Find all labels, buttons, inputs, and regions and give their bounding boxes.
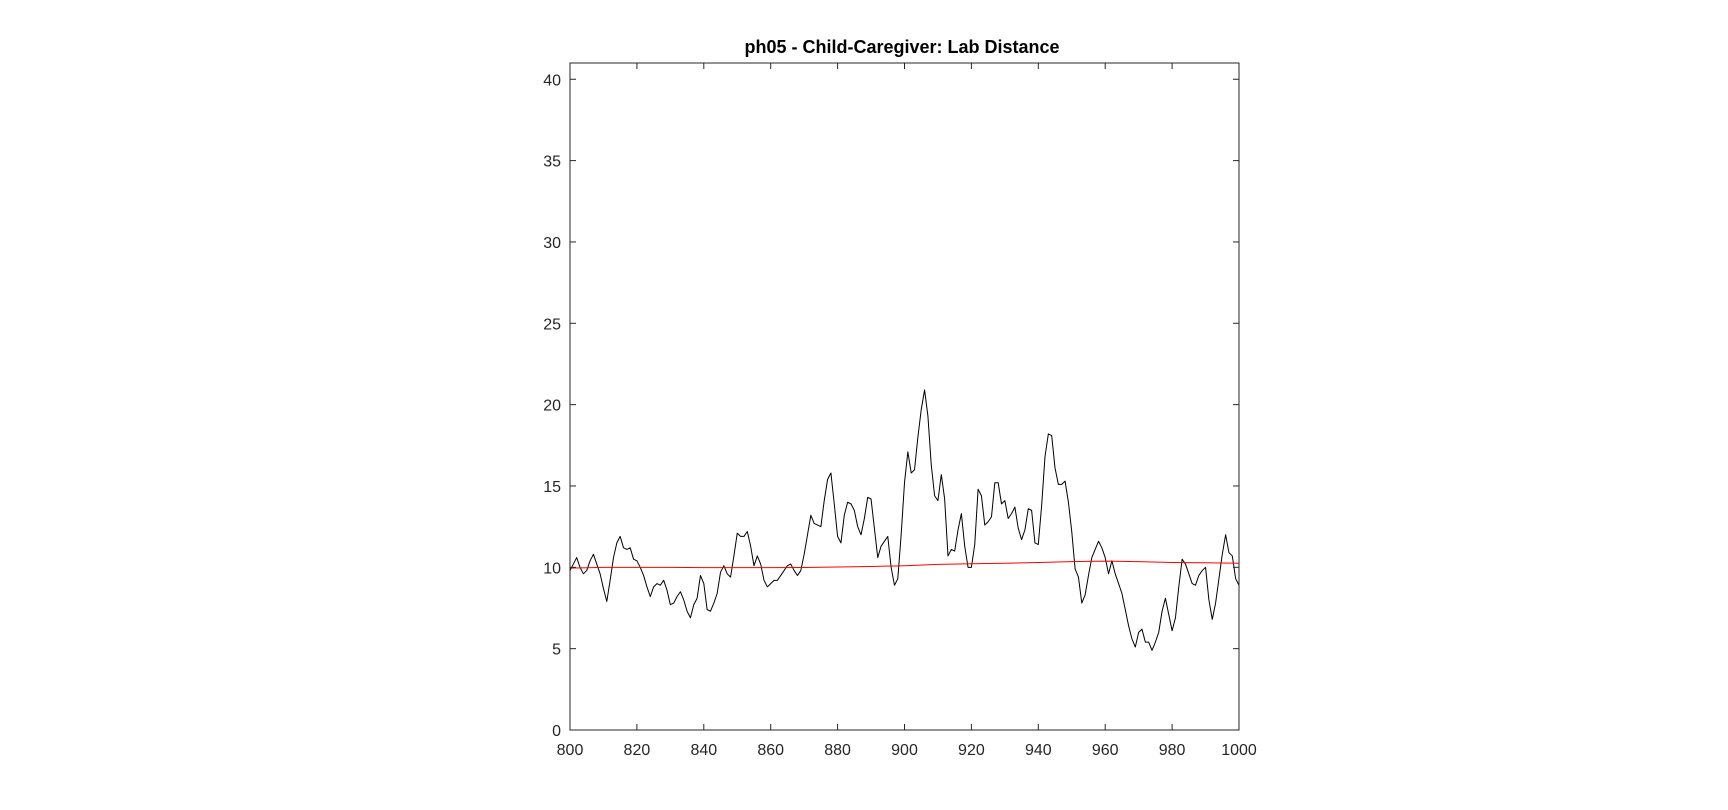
y-tick-label: 35 <box>543 154 561 171</box>
x-tick-label: 920 <box>958 742 985 759</box>
y-tick-label: 0 <box>552 723 561 740</box>
y-tick-label: 25 <box>543 316 561 333</box>
y-tick-label: 5 <box>552 642 561 659</box>
x-tick-label: 860 <box>757 742 784 759</box>
y-tick-label: 40 <box>543 72 561 89</box>
x-tick-label: 880 <box>824 742 851 759</box>
x-tick-label: 1000 <box>1221 742 1257 759</box>
x-tick-label: 900 <box>891 742 918 759</box>
y-tick-label: 10 <box>543 560 561 577</box>
x-tick-label: 980 <box>1159 742 1186 759</box>
plot-area <box>570 63 1239 730</box>
x-tick-label: 940 <box>1025 742 1052 759</box>
x-tick-label: 840 <box>690 742 717 759</box>
y-tick-label: 20 <box>543 398 561 415</box>
chart-title: ph05 - Child-Caregiver: Lab Distance <box>744 37 1059 57</box>
plot-frame <box>569 62 1240 731</box>
x-tick-label: 960 <box>1092 742 1119 759</box>
y-tick-label: 30 <box>543 235 561 252</box>
series-line-1 <box>569 389 1240 651</box>
series-layer <box>569 389 1240 651</box>
y-tick-label: 15 <box>543 479 561 496</box>
x-tick-label: 820 <box>624 742 651 759</box>
series-line-2 <box>569 560 1240 569</box>
axis-ticks: 800 820 840 860 880 900 920 940 960 980 1000 0 5 10 15… <box>543 63 1257 759</box>
x-tick-label: 800 <box>557 742 584 759</box>
